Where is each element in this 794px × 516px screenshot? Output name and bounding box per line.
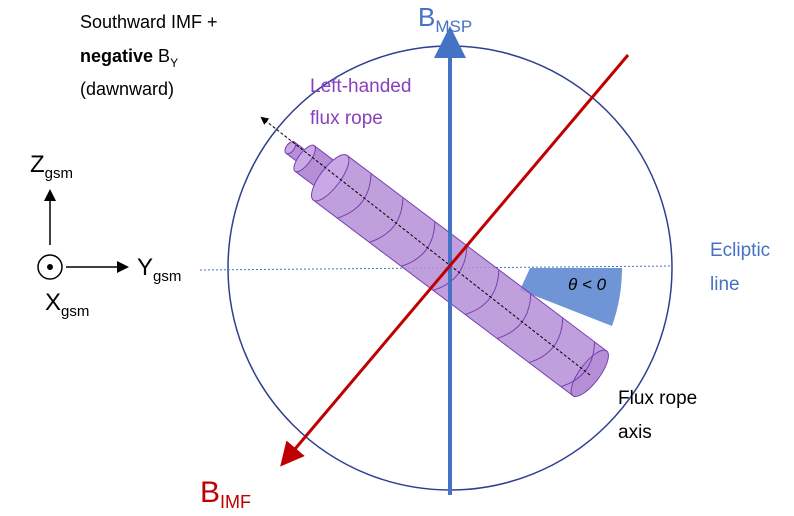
b-msp-label: BMSP [418,2,472,36]
y-main: Y [137,254,153,281]
axis-line1: Flux rope [618,388,697,409]
imf-line3: (dawnward) [80,79,174,99]
z-main: Z [30,151,45,178]
ecliptic-label: Ecliptic [710,240,770,261]
theta-label: θ < 0 [568,275,607,294]
ecliptic-line1: Ecliptic [710,240,770,261]
z-label: Zgsm [30,151,73,182]
y-label: Ygsm [137,254,181,285]
imf-b-sub: Y [170,56,178,70]
imf-bold: negative [80,46,153,66]
ecliptic-label: line [710,274,740,295]
rope-line2: flux rope [310,108,383,129]
rope-label: Left-handed [310,76,411,97]
z-sub: gsm [45,165,73,182]
axis-label: axis [618,422,652,443]
x-axis-symbol [37,254,63,280]
y-sub: gsm [153,268,181,285]
theta-wedge [520,268,623,326]
axis-line2: axis [618,422,652,443]
rope-line1: Left-handed [310,76,411,97]
x-main: X [45,289,61,316]
x-sub: gsm [61,303,89,320]
ecliptic-line2: line [710,274,740,295]
rope-axis-line [260,116,591,376]
x-label: Xgsm [45,289,89,320]
b-imf-sub: IMF [220,492,251,512]
imf-b: B [158,46,170,66]
rope-label: flux rope [310,108,383,129]
imf-text: Southward IMF + [80,12,218,32]
imf-line1: Southward IMF + [80,12,218,32]
b-imf-label: BIMF [200,476,251,512]
axis-label: Flux rope [618,388,697,409]
imf-text: (dawnward) [80,79,174,99]
imf-text: negative BY [80,46,178,70]
b-msp-main: B [418,2,435,32]
b-imf-arrow [280,54,630,467]
b-msp-sub: MSP [435,17,472,36]
x-axis-dot [47,264,53,270]
b-imf-main: B [200,476,220,509]
